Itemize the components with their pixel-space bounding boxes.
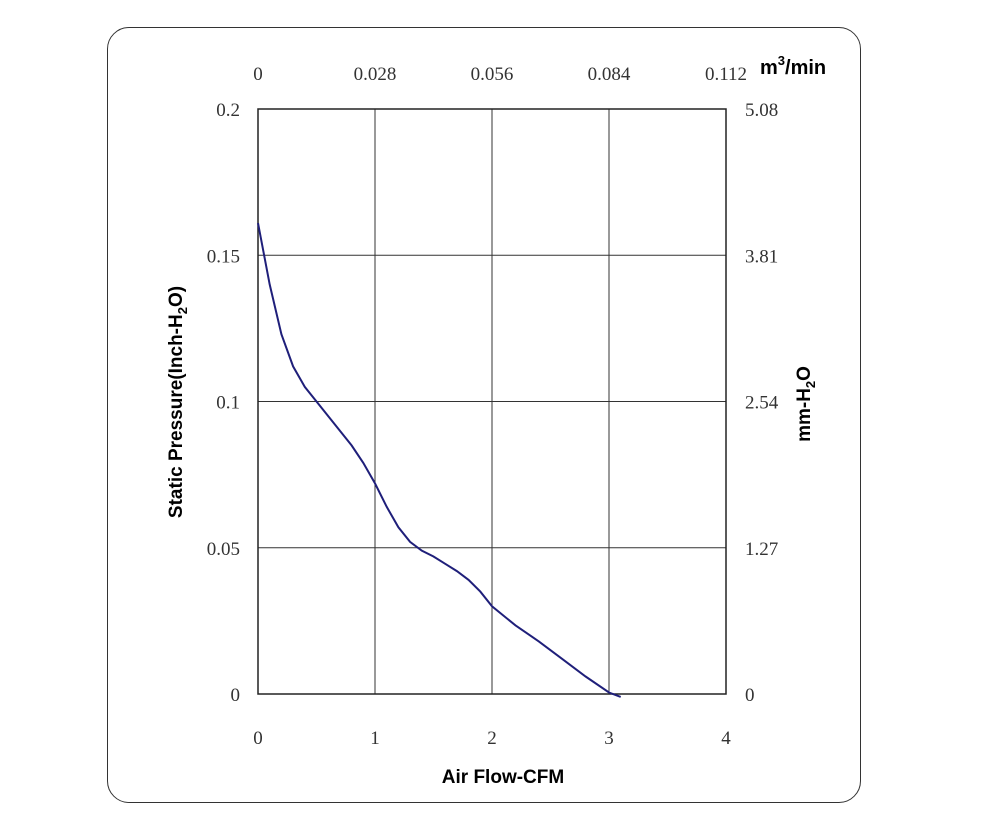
x-tick-label: 1 bbox=[370, 728, 380, 749]
series-line bbox=[257, 222, 622, 698]
x2-tick-label: 0.112 bbox=[705, 64, 747, 85]
y-axis-title: Static Pressure(Inch-H2O) bbox=[166, 286, 190, 518]
x2-tick-label: 0.028 bbox=[354, 64, 397, 85]
grid bbox=[258, 109, 726, 694]
y-tick-label: 0 bbox=[231, 685, 241, 706]
y2-tick-label: 5.08 bbox=[745, 100, 778, 121]
x2-tick-label: 0 bbox=[253, 64, 263, 85]
y2-tick-label: 3.81 bbox=[745, 246, 778, 267]
x2-tick-label: 0.056 bbox=[471, 64, 514, 85]
x-tick-label: 0 bbox=[253, 728, 263, 749]
y-tick-label: 0.15 bbox=[207, 246, 240, 267]
y2-tick-label: 1.27 bbox=[745, 539, 778, 560]
y2-axis-title: mm-H2O bbox=[794, 366, 818, 442]
y2-tick-label: 0 bbox=[745, 685, 755, 706]
y-tick-label: 0.05 bbox=[207, 539, 240, 560]
tick-labels: 0 1 2 3 4 0 0.028 0.056 0.084 0.112 0 0.05 0.1 0.15 0.… bbox=[207, 64, 779, 749]
y-tick-label: 0.1 bbox=[216, 393, 240, 414]
x2-tick-label: 0.084 bbox=[588, 64, 631, 85]
y2-tick-label: 2.54 bbox=[745, 393, 779, 414]
x-tick-label: 3 bbox=[604, 728, 614, 749]
x-tick-label: 2 bbox=[487, 728, 497, 749]
y-tick-label: 0.2 bbox=[216, 100, 240, 121]
x-tick-label: 4 bbox=[721, 728, 731, 749]
chart-frame bbox=[107, 27, 861, 803]
x2-axis-title: m3/min bbox=[760, 53, 826, 79]
x-axis-title: Air Flow-CFM bbox=[442, 767, 564, 788]
plot-area-border bbox=[257, 108, 727, 695]
